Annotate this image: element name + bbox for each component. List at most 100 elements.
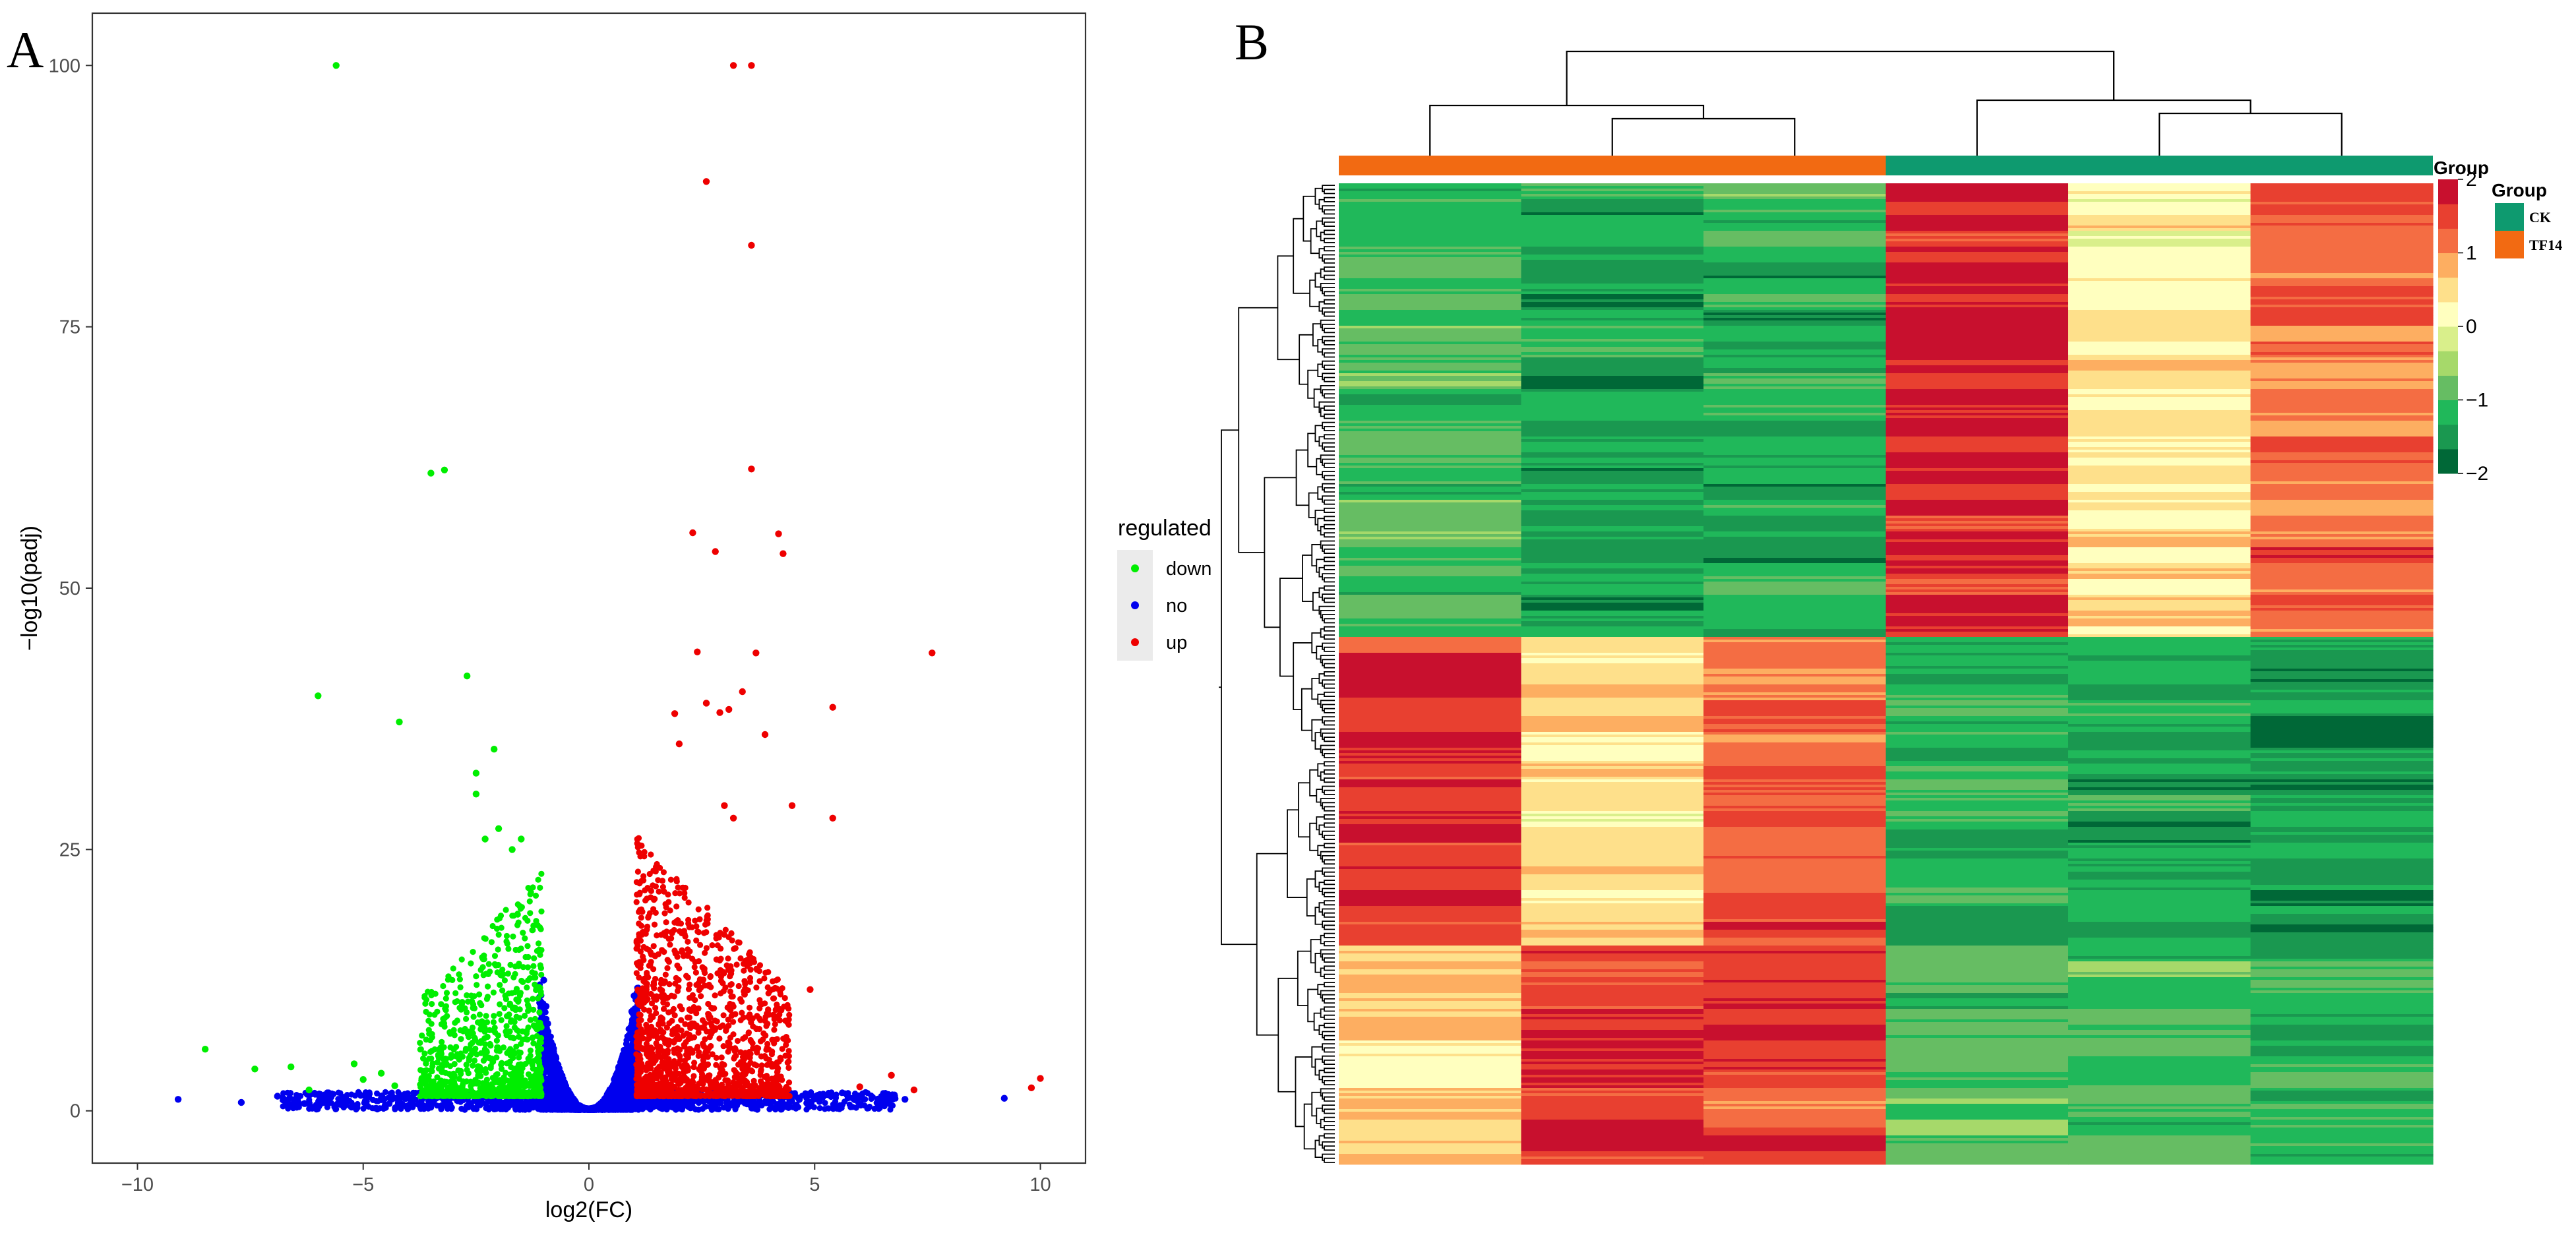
point-down — [527, 891, 534, 897]
point-down — [471, 993, 477, 1000]
point-no — [791, 1090, 798, 1097]
point-down — [470, 1062, 476, 1069]
point-down — [483, 1048, 490, 1054]
point-down — [495, 1032, 501, 1038]
point-down — [480, 972, 487, 978]
point-down — [487, 1091, 493, 1098]
point-down — [497, 982, 503, 988]
point-down — [493, 925, 501, 932]
point-down — [428, 988, 435, 996]
point-up — [667, 942, 673, 948]
point-no — [815, 1092, 822, 1098]
point-down — [530, 1088, 536, 1095]
point-no — [825, 1089, 832, 1097]
point-down — [491, 1013, 497, 1019]
point-down — [434, 1059, 441, 1066]
point-no — [867, 1103, 873, 1110]
point-no — [806, 1098, 813, 1105]
point-no — [395, 1089, 402, 1096]
point-down — [537, 951, 543, 958]
point-no — [363, 1100, 370, 1107]
point-down — [494, 1071, 501, 1077]
point-up — [661, 910, 668, 917]
point-no — [830, 1101, 836, 1108]
point-down — [529, 927, 536, 934]
point-down — [482, 936, 489, 942]
point-down — [503, 907, 509, 913]
point-down — [506, 1028, 513, 1035]
point-no — [531, 1104, 537, 1110]
point-down — [422, 1000, 429, 1007]
point-no — [668, 1104, 675, 1110]
point-no — [864, 1090, 871, 1097]
point-no — [822, 1106, 828, 1112]
point-down — [495, 946, 501, 953]
point-no — [675, 1100, 682, 1107]
point-down — [451, 1061, 458, 1068]
point-down — [537, 924, 543, 931]
point-down — [538, 908, 545, 915]
point-down — [452, 1019, 458, 1026]
point-down — [513, 996, 520, 1003]
point-down — [516, 903, 523, 909]
point-no — [445, 1104, 452, 1110]
point-no — [749, 1105, 755, 1112]
point-no — [513, 1102, 520, 1108]
point-no — [425, 1100, 432, 1107]
point-no — [348, 1099, 355, 1106]
point-down — [477, 1021, 485, 1028]
point-down — [493, 1054, 500, 1061]
point-down — [493, 1037, 501, 1044]
point-down — [507, 1093, 514, 1099]
point-down — [490, 1019, 497, 1025]
point-down — [520, 930, 526, 936]
point-down — [483, 1013, 489, 1019]
point-down — [468, 960, 474, 967]
point-no — [556, 1083, 563, 1089]
point-no — [461, 1106, 468, 1113]
point-down — [462, 1048, 469, 1054]
point-up — [698, 993, 704, 1000]
point-down — [507, 961, 514, 968]
point-down — [428, 1093, 435, 1099]
point-down — [498, 1017, 505, 1023]
point-down — [458, 1068, 464, 1074]
point-down — [440, 982, 446, 990]
point-no — [882, 1100, 889, 1108]
point-down — [532, 1066, 539, 1073]
point-down — [522, 915, 529, 921]
point-down — [522, 1012, 528, 1019]
point-no — [842, 1098, 848, 1105]
point-no — [619, 1104, 626, 1110]
point-down — [487, 1040, 493, 1047]
point-down — [501, 977, 508, 984]
point-no — [555, 1097, 561, 1103]
point-down — [437, 1044, 444, 1051]
point-down — [468, 1087, 474, 1093]
volcano-plot-area — [91, 12, 1087, 1164]
point-down — [508, 1052, 514, 1059]
point-no — [549, 1070, 555, 1077]
point-down — [497, 1093, 504, 1100]
point-down — [488, 1086, 495, 1093]
point-down — [456, 1085, 462, 1091]
point-down — [524, 943, 531, 949]
point-down — [537, 962, 543, 969]
point-down — [525, 1056, 532, 1062]
point-no — [319, 1100, 326, 1106]
point-no — [417, 1106, 424, 1112]
point-down — [471, 1080, 477, 1087]
point-down — [522, 1060, 529, 1067]
point-down — [447, 1044, 454, 1051]
point-down — [519, 1037, 526, 1043]
point-down — [443, 990, 450, 996]
point-no — [723, 1099, 729, 1106]
point-no — [324, 1101, 330, 1108]
point-no — [392, 1104, 398, 1111]
point-up — [772, 1021, 778, 1027]
point-no — [783, 1103, 790, 1110]
point-no — [692, 1106, 699, 1113]
point-down — [511, 1024, 518, 1031]
